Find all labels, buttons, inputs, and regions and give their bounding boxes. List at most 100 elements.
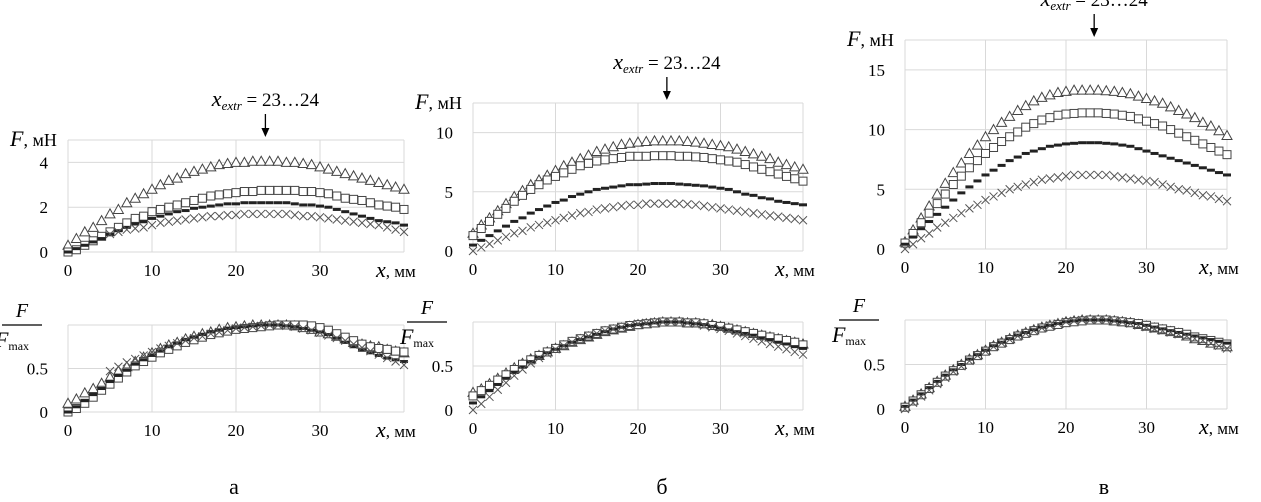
data-point-square bbox=[223, 189, 233, 199]
data-point-cross bbox=[189, 214, 199, 223]
data-point-triangle bbox=[599, 143, 611, 154]
data-point-square bbox=[625, 151, 635, 161]
data-point-dash bbox=[584, 190, 593, 194]
data-point-dash bbox=[1013, 333, 1022, 337]
data-point-square bbox=[1133, 114, 1143, 124]
data-point-cross bbox=[575, 334, 585, 344]
data-point-triangle bbox=[179, 167, 192, 179]
data-point-dash bbox=[248, 201, 257, 205]
data-point-dash bbox=[526, 360, 535, 364]
series-cross bbox=[105, 209, 409, 239]
x-axis-label-var: x bbox=[774, 256, 785, 281]
data-point-dash bbox=[1214, 171, 1223, 175]
data-point-cross bbox=[164, 341, 174, 351]
data-point-cross bbox=[248, 322, 258, 332]
data-point-dash bbox=[700, 184, 708, 188]
data-point-cross bbox=[567, 337, 577, 347]
data-point-dash bbox=[131, 222, 140, 226]
data-point-dash bbox=[733, 190, 741, 194]
x-axis-label-var: x bbox=[1198, 414, 1209, 439]
data-point-cross bbox=[164, 217, 174, 227]
data-point-dash bbox=[324, 333, 333, 337]
x-axis-label-unit: , мм bbox=[386, 422, 416, 441]
data-point-square bbox=[1117, 110, 1127, 120]
data-point-triangle bbox=[1124, 87, 1137, 99]
data-point-dash bbox=[232, 202, 240, 206]
data-point-cross bbox=[290, 210, 300, 220]
data-point-cross bbox=[256, 321, 266, 331]
data-point-dash bbox=[941, 373, 950, 377]
data-point-dash bbox=[341, 340, 350, 344]
data-point-cross bbox=[1166, 182, 1176, 192]
data-point-square bbox=[1053, 110, 1063, 120]
data-point-dash bbox=[131, 362, 140, 366]
data-point-cross bbox=[1005, 184, 1015, 194]
data-point-dash bbox=[790, 345, 799, 349]
data-point-triangle bbox=[747, 147, 760, 159]
data-point-square bbox=[206, 191, 216, 201]
data-point-triangle bbox=[1060, 85, 1072, 96]
data-point-cross bbox=[674, 317, 684, 327]
data-point-cross bbox=[1117, 317, 1127, 327]
data-point-dash bbox=[493, 382, 502, 386]
data-point-triangle bbox=[372, 176, 385, 188]
data-point-square bbox=[608, 154, 618, 164]
data-point-cross bbox=[782, 344, 791, 354]
data-point-dash bbox=[774, 199, 783, 203]
x-axis-label: x, мм bbox=[774, 256, 815, 281]
data-point-square bbox=[476, 224, 486, 234]
data-point-dash bbox=[1086, 141, 1095, 145]
data-point-square bbox=[1077, 108, 1087, 118]
data-point-square bbox=[1045, 113, 1055, 123]
data-point-dash bbox=[989, 344, 998, 348]
data-point-dash bbox=[1045, 144, 1054, 148]
data-point-cross bbox=[683, 318, 692, 328]
x-tick-label: 30 bbox=[712, 260, 729, 279]
data-point-square bbox=[1190, 135, 1200, 145]
data-point-dash bbox=[1070, 141, 1079, 145]
data-point-cross bbox=[290, 322, 300, 332]
series-cross bbox=[468, 317, 808, 415]
data-point-cross bbox=[509, 371, 519, 381]
data-point-dash bbox=[1005, 159, 1014, 163]
data-point-square bbox=[798, 176, 808, 186]
data-point-dash bbox=[198, 205, 207, 209]
x-tick-label: 0 bbox=[469, 260, 478, 279]
data-point-dash bbox=[1062, 142, 1070, 146]
data-point-dash bbox=[1166, 156, 1175, 160]
data-point-dash bbox=[716, 326, 725, 330]
data-point-triangle bbox=[1221, 129, 1233, 141]
data-point-cross bbox=[324, 214, 333, 223]
data-point-triangle bbox=[112, 203, 125, 214]
data-point-square bbox=[365, 342, 375, 352]
x-tick-label: 10 bbox=[977, 418, 994, 437]
series-cross bbox=[105, 320, 409, 376]
data-point-cross bbox=[332, 333, 342, 343]
data-point-cross bbox=[256, 209, 266, 219]
data-point-square bbox=[476, 386, 486, 396]
extremum-annotation-var: x bbox=[612, 49, 623, 74]
data-point-cross bbox=[1029, 326, 1039, 336]
data-point-triangle bbox=[1068, 84, 1080, 95]
data-point-triangle bbox=[590, 145, 603, 157]
data-point-triangle bbox=[62, 397, 74, 408]
data-point-cross bbox=[658, 199, 668, 208]
data-point-dash bbox=[97, 387, 106, 391]
data-point-cross bbox=[633, 319, 643, 329]
data-point-cross bbox=[391, 357, 400, 366]
data-point-dash bbox=[493, 229, 502, 233]
data-point-triangle bbox=[698, 137, 710, 148]
data-point-triangle bbox=[381, 178, 394, 190]
data-point-dash bbox=[223, 326, 232, 330]
data-point-cross bbox=[1158, 180, 1167, 189]
data-point-triangle bbox=[1140, 92, 1153, 104]
data-point-cross bbox=[973, 351, 982, 360]
data-point-square bbox=[1093, 108, 1103, 118]
data-point-cross bbox=[749, 334, 758, 344]
data-point-dash bbox=[518, 365, 527, 369]
caption-a: а bbox=[229, 474, 239, 499]
data-point-cross bbox=[518, 226, 527, 236]
data-point-cross bbox=[1053, 319, 1063, 328]
y-axis-label-denominator: Fmax bbox=[0, 327, 29, 353]
